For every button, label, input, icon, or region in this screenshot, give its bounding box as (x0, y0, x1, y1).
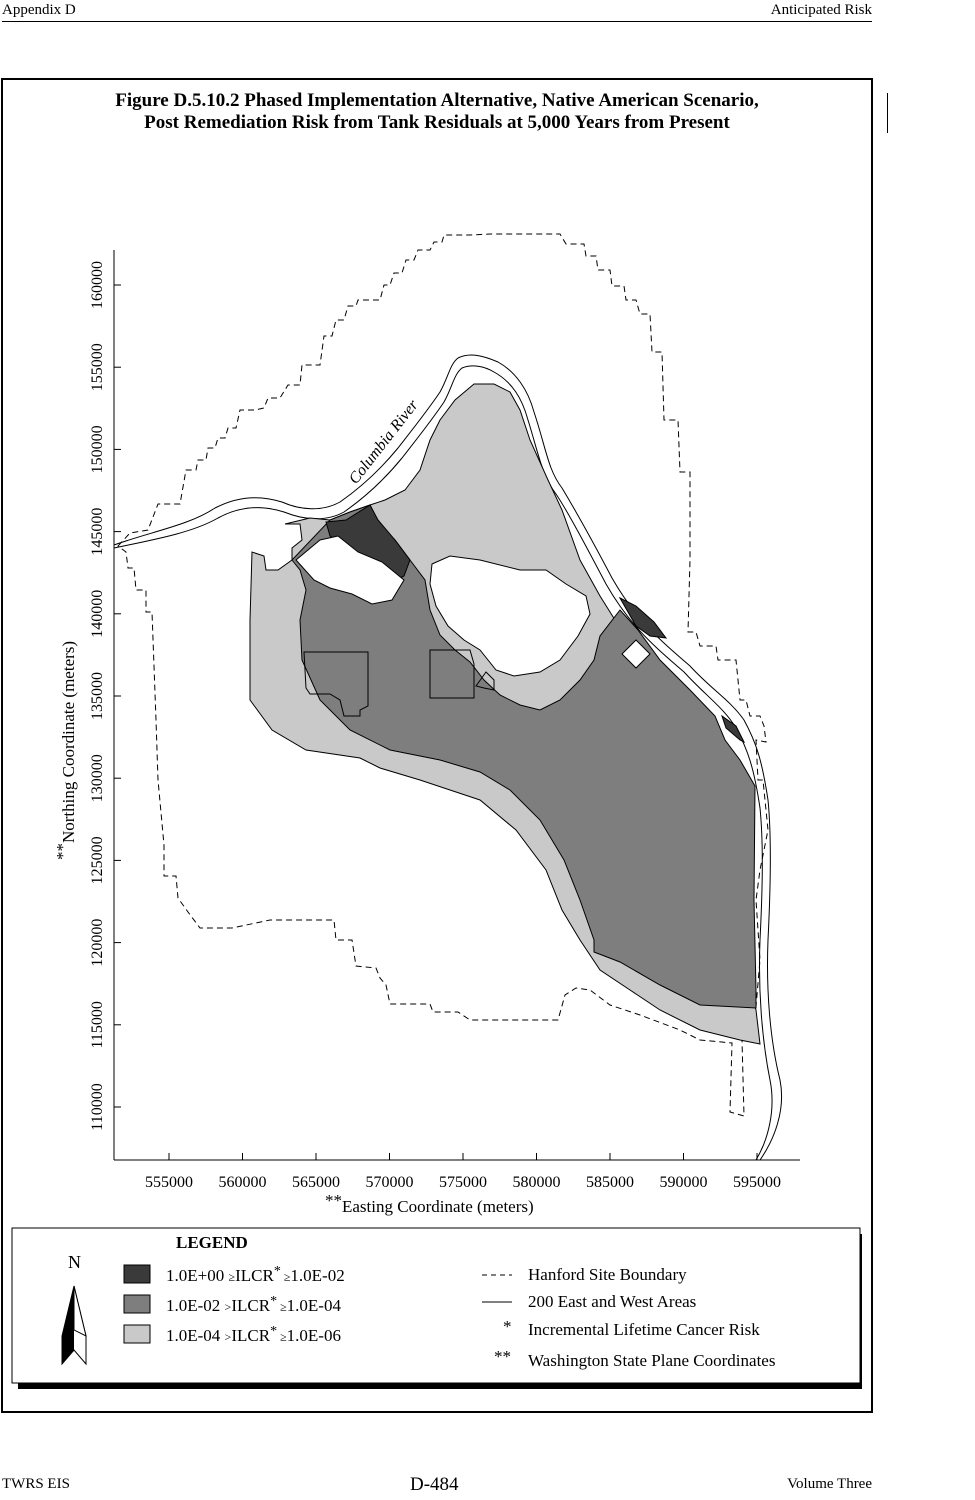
footer-right: Volume Three (787, 1476, 872, 1492)
legend-title: LEGEND (176, 1233, 248, 1252)
map (113, 233, 783, 1161)
y-tick-label: 140000 (89, 590, 106, 638)
footer-page-number: D-484 (410, 1474, 459, 1495)
x-axis-label-marker: ** (325, 1191, 342, 1210)
y-tick-label: 160000 (89, 261, 106, 309)
legend-swatch (123, 1264, 151, 1284)
y-tick-label: 155000 (89, 343, 106, 391)
200-west-area-outline (303, 651, 369, 717)
legend-swatch (123, 1294, 151, 1314)
x-axis-ticks: 555000 560000 565000 570000 575000 580000 5850… (145, 1153, 781, 1191)
x-tick-label: 580000 (513, 1174, 561, 1191)
legend-class-label: 1.0E-02 >ILCR* ≥1.0E-04 (166, 1294, 341, 1315)
figure-title-line1: Figure D.5.10.2 Phased Implementation Al… (115, 90, 759, 111)
north-arrow-icon: N (61, 1252, 87, 1366)
legend-single-asterisk: * (503, 1317, 512, 1336)
columbia-river-north-bank (113, 354, 783, 1161)
x-tick-label: 570000 (366, 1174, 414, 1191)
y-tick-label: 150000 (89, 425, 106, 473)
y-axis-label: **Northing Coordinate (meters) (53, 641, 78, 860)
figure-title-line2: Post Remediation Risk from Tank Residual… (144, 112, 730, 133)
x-tick-label: 590000 (660, 1174, 708, 1191)
y-axis-ticks: 110000 115000 120000 125000 130000 135000 1400… (89, 261, 121, 1131)
hanford-site-boundary (117, 233, 769, 1117)
legend-state-plane-label: Washington State Plane Coordinates (528, 1351, 775, 1370)
y-axis-label-marker: ** (53, 843, 72, 860)
header-right: Anticipated Risk (770, 2, 872, 18)
white-area-east (429, 555, 591, 677)
x-tick-label: 565000 (292, 1174, 340, 1191)
x-tick-label: 585000 (586, 1174, 634, 1191)
legend-200-areas-label: 200 East and West Areas (528, 1292, 696, 1311)
river-label: Columbia River (346, 396, 423, 487)
y-tick-label: 110000 (89, 1083, 106, 1130)
white-diamond (621, 639, 651, 669)
y-tick-label: 135000 (89, 672, 106, 720)
legend-site-boundary-label: Hanford Site Boundary (528, 1265, 687, 1284)
y-axis-label-text: Northing Coordinate (meters) (59, 641, 78, 843)
x-tick-label: 575000 (439, 1174, 487, 1191)
risk-zone-dark-east (618, 596, 668, 639)
north-symbol: N (68, 1252, 81, 1272)
y-tick-label: 115000 (89, 1001, 106, 1048)
x-tick-label: 560000 (219, 1174, 267, 1191)
legend-risk-classes: 1.0E+00 ≥ILCR* ≥1.0E-02 1.0E-02 >ILCR* ≥1… (123, 1264, 345, 1345)
x-tick-label: 555000 (145, 1174, 193, 1191)
legend: LEGEND N 1.0E+00 ≥ILCR* ≥1.0E-02 1.0E-02 … (11, 1227, 862, 1389)
risk-zone-dark-se (721, 714, 746, 744)
change-bar (887, 93, 888, 133)
header-rule (2, 21, 872, 22)
header-left: Appendix D (2, 2, 76, 18)
y-tick-label: 125000 (89, 836, 106, 884)
legend-swatch (123, 1324, 151, 1344)
x-axis-label-text: Easting Coordinate (meters) (342, 1197, 534, 1216)
y-tick-label: 145000 (89, 508, 106, 556)
x-tick-label: 595000 (733, 1174, 781, 1191)
white-area-west (295, 535, 405, 605)
legend-class-label: 1.0E+00 ≥ILCR* ≥1.0E-02 (166, 1264, 345, 1285)
y-tick-label: 130000 (89, 754, 106, 802)
risk-zone-medium (291, 504, 757, 1009)
footer-left: TWRS EIS (2, 1476, 70, 1492)
200-east-area-spur (475, 671, 495, 691)
legend-double-asterisk: ** (494, 1347, 511, 1366)
legend-box (11, 1227, 861, 1384)
figure-frame (1, 78, 873, 1413)
legend-ilcr-label: Incremental Lifetime Cancer Risk (528, 1320, 760, 1339)
x-axis-label: **Easting Coordinate (meters) (325, 1191, 534, 1216)
y-tick-label: 120000 (89, 919, 106, 967)
200-east-area-outline (429, 649, 475, 699)
legend-class-label: 1.0E-04 >ILCR* ≥1.0E-06 (166, 1324, 341, 1345)
